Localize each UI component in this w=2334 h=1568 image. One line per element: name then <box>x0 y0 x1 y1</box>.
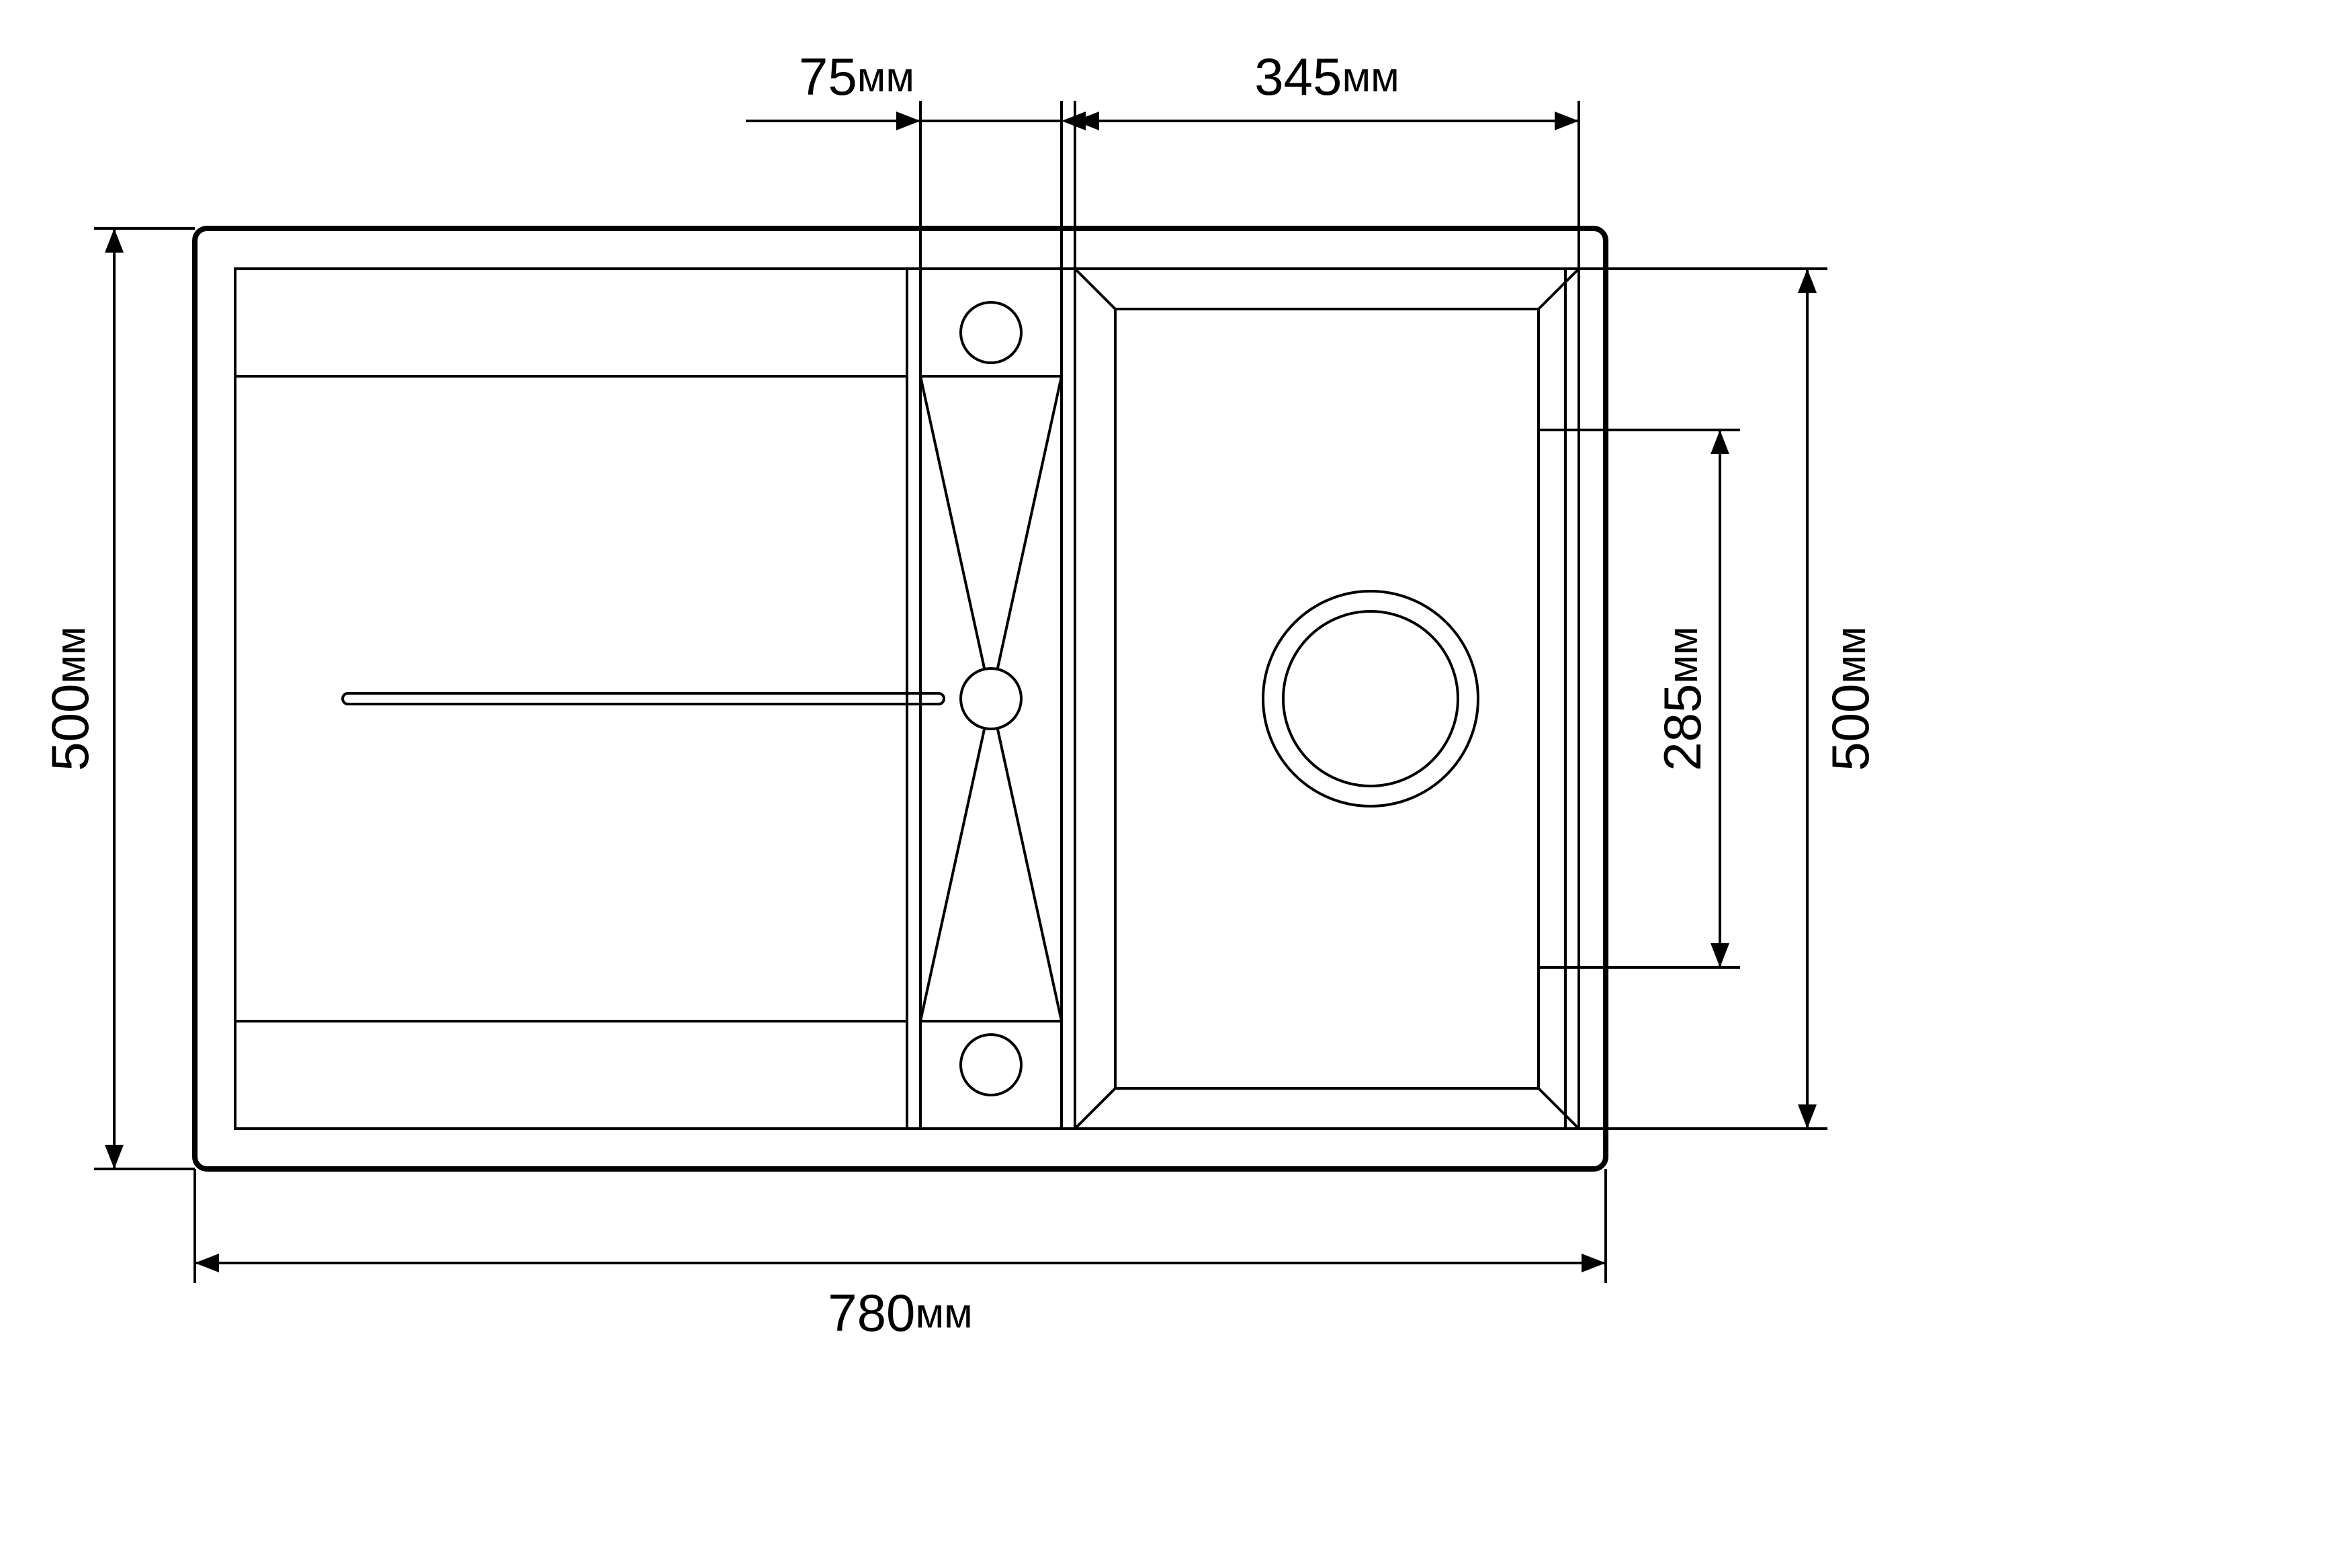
svg-text:780мм: 780мм <box>828 1283 972 1342</box>
svg-text:75мм: 75мм <box>799 47 914 106</box>
svg-text:285мм: 285мм <box>1653 626 1712 771</box>
svg-text:500мм: 500мм <box>1821 626 1880 771</box>
svg-text:500мм: 500мм <box>40 626 99 771</box>
svg-text:345мм: 345мм <box>1254 47 1399 106</box>
